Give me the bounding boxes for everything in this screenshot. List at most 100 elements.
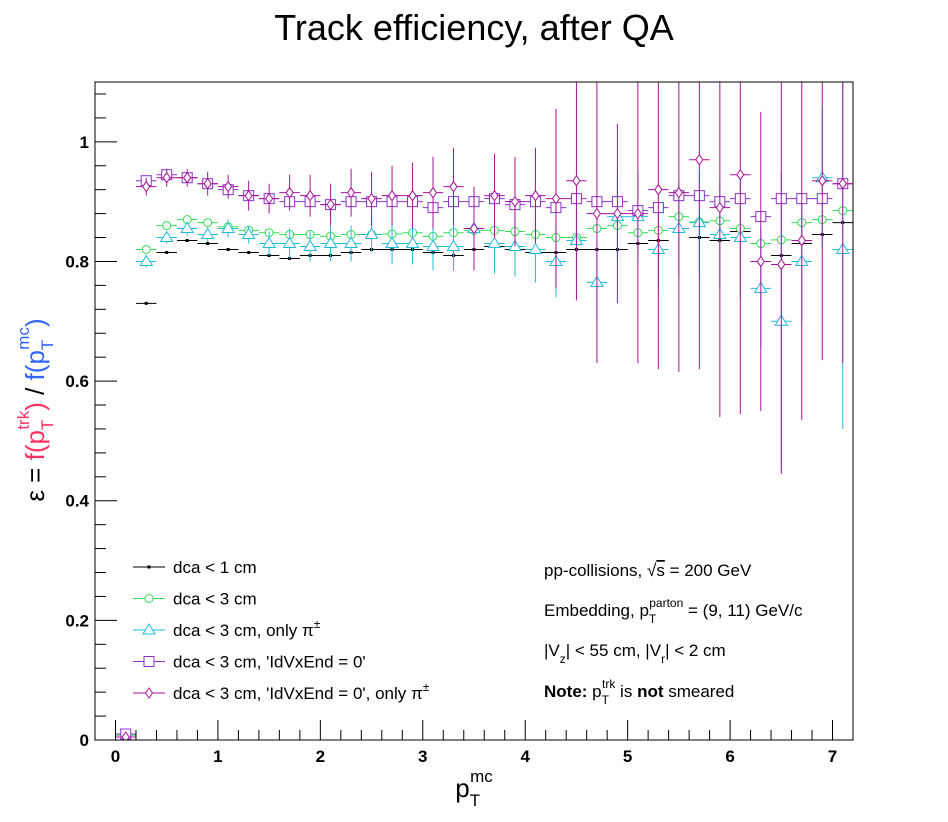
data-point bbox=[405, 236, 420, 249]
data-point bbox=[241, 227, 256, 240]
data-point bbox=[736, 168, 745, 181]
data-point bbox=[144, 301, 148, 305]
y-tick-label: 0 bbox=[80, 731, 89, 750]
legend-marker bbox=[147, 565, 151, 569]
data-point bbox=[674, 186, 683, 199]
x-tick-label: 5 bbox=[623, 747, 632, 766]
data-point bbox=[226, 247, 230, 251]
data-point bbox=[449, 180, 458, 193]
annotation-line: Note: pTtrk is not smeared bbox=[544, 677, 734, 707]
data-point bbox=[203, 218, 213, 228]
y-axis-title: ε = f(pTtrk) / f(pTmc) bbox=[14, 318, 57, 501]
legend-label: dca < 3 cm, 'IdVxEnd = 0', only π± bbox=[173, 680, 430, 703]
data-point bbox=[487, 236, 502, 249]
data-point bbox=[367, 192, 376, 205]
data-point bbox=[247, 250, 251, 254]
data-point bbox=[162, 171, 171, 184]
data-point bbox=[592, 207, 602, 220]
data-point bbox=[469, 222, 479, 235]
data-point bbox=[446, 239, 461, 251]
data-point bbox=[305, 189, 315, 202]
x-tick-label: 2 bbox=[316, 747, 325, 766]
data-point bbox=[224, 180, 233, 193]
data-point bbox=[777, 258, 786, 271]
x-tick-label: 7 bbox=[828, 747, 837, 766]
legend-entry: dca < 3 cm, only π± bbox=[133, 617, 321, 640]
data-point bbox=[756, 255, 765, 268]
data-point bbox=[285, 186, 294, 199]
data-point bbox=[221, 221, 236, 234]
data-point bbox=[385, 236, 399, 249]
data-point bbox=[346, 186, 356, 199]
legend-marker bbox=[144, 594, 154, 603]
data-point bbox=[206, 242, 210, 246]
data-point bbox=[426, 239, 440, 251]
data-point bbox=[551, 192, 561, 205]
data-point bbox=[262, 236, 277, 249]
data-point bbox=[165, 250, 169, 254]
data-point bbox=[265, 192, 274, 205]
data-point bbox=[323, 236, 338, 249]
series-2 bbox=[115, 82, 853, 740]
data-point bbox=[531, 189, 540, 202]
legend-entry: dca < 3 cm, 'IdVxEnd = 0' bbox=[133, 653, 366, 672]
data-point bbox=[510, 195, 520, 208]
data-point bbox=[344, 236, 358, 249]
legend-marker bbox=[142, 623, 156, 635]
x-tick-label: 1 bbox=[213, 747, 222, 766]
y-tick-label: 1 bbox=[80, 133, 89, 152]
legend-label: dca < 3 cm, 'IdVxEnd = 0' bbox=[173, 653, 366, 672]
data-point bbox=[185, 239, 189, 243]
data-point bbox=[326, 198, 335, 211]
axes: 0 1 2 3 4 5 6 7 0 0.2 0.4 0.6 0.8 1 bbox=[65, 81, 854, 766]
legend-marker bbox=[143, 656, 155, 667]
legend-label: dca < 1 cm bbox=[173, 558, 257, 577]
annotation-line: |Vz| < 55 cm, |Vr| < 2 cm bbox=[544, 641, 726, 666]
y-tick-label: 0.2 bbox=[65, 611, 89, 630]
data-point bbox=[797, 234, 806, 247]
data-point bbox=[428, 186, 438, 199]
data-point bbox=[387, 189, 397, 202]
data-point bbox=[159, 230, 174, 243]
data-point bbox=[141, 244, 151, 254]
legend-entry: dca < 3 cm, 'IdVxEnd = 0', only π± bbox=[133, 680, 430, 703]
data-point bbox=[654, 183, 663, 196]
chart-title: Track efficiency, after QA bbox=[274, 7, 673, 48]
legend-entry: dca < 1 cm bbox=[133, 558, 257, 577]
data-point bbox=[715, 201, 724, 214]
legend-label: dca < 3 cm bbox=[173, 590, 257, 609]
x-tick-label: 4 bbox=[520, 747, 530, 766]
y-tick-label: 0.8 bbox=[65, 252, 89, 271]
data-point bbox=[203, 177, 212, 190]
x-tick-label: 6 bbox=[725, 747, 734, 766]
data-point bbox=[633, 207, 643, 220]
data-point bbox=[200, 227, 215, 240]
legend-entry: dca < 3 cm bbox=[133, 590, 257, 609]
x-tick-label: 0 bbox=[111, 747, 120, 766]
series-4 bbox=[115, 82, 853, 740]
plot-area bbox=[115, 82, 853, 740]
annotation-box: pp-collisions, √s = 200 GeV Embedding, pT… bbox=[544, 561, 803, 707]
legend-label: dca < 3 cm, only π± bbox=[173, 617, 321, 640]
data-point bbox=[139, 254, 154, 266]
legend-marker bbox=[144, 687, 154, 699]
data-point bbox=[121, 731, 130, 740]
data-point bbox=[408, 189, 417, 202]
x-tick-label: 3 bbox=[418, 747, 427, 766]
data-point bbox=[818, 174, 827, 187]
data-point bbox=[572, 174, 581, 187]
x-axis-title: pTmc bbox=[455, 767, 493, 810]
data-point bbox=[528, 242, 543, 254]
data-point bbox=[364, 227, 379, 240]
plot-frame bbox=[94, 81, 854, 741]
y-tick-label: 0.4 bbox=[65, 492, 89, 511]
data-point bbox=[303, 239, 317, 251]
data-point bbox=[244, 189, 253, 202]
data-point bbox=[183, 171, 192, 184]
data-point bbox=[838, 177, 847, 190]
data-point bbox=[282, 236, 297, 249]
y-tick-label: 0.6 bbox=[65, 372, 89, 391]
data-point bbox=[695, 153, 704, 166]
data-point bbox=[162, 221, 172, 231]
